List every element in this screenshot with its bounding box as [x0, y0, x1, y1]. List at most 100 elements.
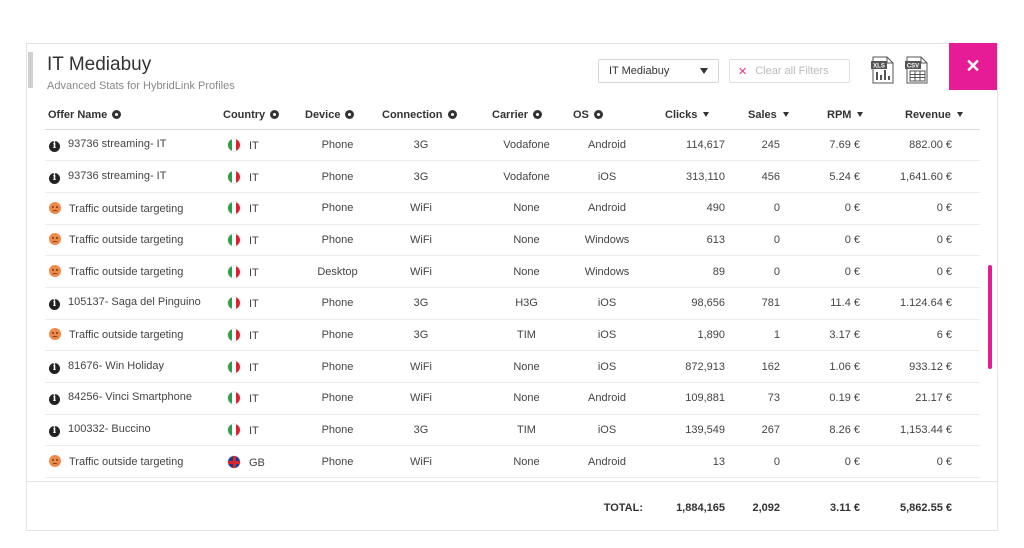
table-row[interactable]: Traffic outside targeting IT Phone WiFi None…: [45, 224, 980, 257]
vertical-scrollbar[interactable]: [988, 265, 992, 369]
country-code: IT: [249, 329, 259, 342]
info-icon[interactable]: i: [49, 362, 60, 374]
offer-name: Traffic outside targeting: [69, 456, 184, 469]
total-sales: 2,092: [752, 501, 780, 514]
country-code: IT: [249, 393, 259, 406]
flag-it-icon: [227, 327, 241, 342]
offer-cell: Traffic outside targeting: [45, 192, 215, 225]
xls-export-icon[interactable]: XLS: [870, 56, 896, 84]
offer-cell: Traffic outside targeting: [45, 255, 215, 288]
sales-cell: 0: [730, 224, 795, 257]
total-revenue: 5,862.55 €: [900, 501, 952, 514]
device-cell: Phone: [305, 319, 370, 352]
col-offer-name[interactable]: Offer Name: [45, 101, 215, 130]
device-cell: Phone: [305, 445, 370, 479]
total-table: TOTAL: 1,884,165 2,092 3.11 € 5,862.55 €: [45, 492, 980, 524]
sort-arrow-icon[interactable]: [782, 111, 789, 117]
clear-icon[interactable]: ✕: [738, 65, 748, 78]
table-row[interactable]: Traffic outside targeting IT Phone WiFi None…: [45, 192, 980, 225]
stats-table: Offer Name Country Device Connection Car…: [45, 101, 980, 479]
sales-cell: 781: [730, 287, 795, 320]
flag-it-icon: [227, 391, 241, 406]
info-icon[interactable]: i: [49, 299, 60, 311]
sales-cell: 0: [730, 445, 795, 479]
country-cell: IT: [215, 224, 305, 257]
carrier-cell: None: [480, 224, 555, 257]
table-row[interactable]: Traffic outside targeting IT Desktop WiFi No…: [45, 255, 980, 288]
xls-label: XLS: [873, 64, 885, 70]
rpm-cell: 0 €: [795, 445, 875, 479]
info-icon[interactable]: i: [49, 140, 60, 152]
offer-cell: Traffic outside targeting: [45, 224, 215, 257]
connection-cell: WiFi: [370, 445, 480, 479]
clear-filters-field[interactable]: ✕ Clear all Filters: [729, 59, 850, 83]
table-row[interactable]: i 84256- Vinci Smartphone IT Phone WiFi None A…: [45, 382, 980, 415]
os-cell: Windows: [555, 255, 645, 288]
flag-gb-icon: [227, 454, 241, 469]
revenue-cell: 933.12 €: [875, 350, 980, 383]
os-cell: iOS: [555, 319, 645, 352]
country-code: IT: [249, 203, 259, 216]
table-row[interactable]: i 100332- Buccino IT Phone 3G TIM iOS 139,549 26…: [45, 414, 980, 447]
table-row[interactable]: i 105137- Saga del Pinguino IT Phone 3G H3G iO…: [45, 287, 980, 320]
col-os[interactable]: OS: [555, 101, 645, 130]
gear-icon[interactable]: [270, 109, 280, 119]
sort-arrow-icon[interactable]: [703, 111, 710, 117]
table-row[interactable]: Traffic outside targeting IT Phone 3G TIM iOS…: [45, 319, 980, 352]
offer-cell: i 84256- Vinci Smartphone: [45, 382, 215, 415]
gear-icon[interactable]: [112, 109, 122, 119]
rpm-cell: 11.4 €: [795, 287, 875, 320]
offer-name: 93736 streaming- IT: [68, 169, 167, 182]
clicks-cell: 89: [645, 255, 730, 288]
gear-icon[interactable]: [593, 109, 603, 119]
country-code: IT: [249, 171, 259, 184]
col-revenue[interactable]: Revenue: [875, 101, 980, 130]
country-code: GB: [249, 456, 265, 469]
connection-cell: WiFi: [370, 255, 480, 288]
table-row[interactable]: i 93736 streaming- IT IT Phone 3G Vodafone iOS…: [45, 160, 980, 193]
col-clicks[interactable]: Clicks: [645, 101, 730, 130]
total-row: TOTAL: 1,884,165 2,092 3.11 € 5,862.55 €: [45, 492, 980, 524]
info-icon[interactable]: i: [49, 394, 60, 406]
info-icon[interactable]: i: [49, 172, 60, 184]
sort-arrow-icon[interactable]: [857, 111, 864, 117]
country-cell: IT: [215, 192, 305, 225]
country-code: IT: [249, 234, 259, 247]
table-row[interactable]: Traffic outside targeting GB Phone WiFi None…: [45, 445, 980, 479]
country-cell: IT: [215, 350, 305, 383]
gear-icon[interactable]: [447, 109, 457, 119]
carrier-cell: TIM: [480, 319, 555, 352]
sort-arrow-icon[interactable]: [956, 111, 963, 117]
table-row[interactable]: i 93736 streaming- IT IT Phone 3G Vodafone And…: [45, 129, 980, 162]
col-device[interactable]: Device: [305, 101, 370, 130]
device-cell: Phone: [305, 192, 370, 225]
col-rpm[interactable]: RPM: [795, 101, 875, 130]
gear-icon[interactable]: [533, 109, 543, 119]
clicks-cell: 13: [645, 445, 730, 479]
carrier-cell: Vodafone: [480, 129, 555, 162]
profile-select[interactable]: IT Mediabuy: [598, 59, 719, 83]
revenue-cell: 0 €: [875, 192, 980, 225]
revenue-cell: 1.124.64 €: [875, 287, 980, 320]
col-country[interactable]: Country: [215, 101, 305, 130]
revenue-cell: 21.17 €: [875, 382, 980, 415]
col-carrier[interactable]: Carrier: [480, 101, 555, 130]
gear-icon[interactable]: [345, 109, 355, 119]
connection-cell: 3G: [370, 414, 480, 447]
device-cell: Desktop: [305, 255, 370, 288]
clicks-cell: 490: [645, 192, 730, 225]
chevron-down-icon: [700, 68, 708, 74]
device-cell: Phone: [305, 414, 370, 447]
table-row[interactable]: i 81676- Win Holiday IT Phone WiFi None iOS 872…: [45, 350, 980, 383]
sad-face-icon: [49, 265, 61, 278]
close-button[interactable]: ✕: [949, 43, 997, 90]
total-label: TOTAL:: [603, 501, 643, 514]
info-icon[interactable]: i: [49, 426, 60, 438]
connection-cell: WiFi: [370, 192, 480, 225]
col-sales[interactable]: Sales: [730, 101, 795, 130]
col-connection[interactable]: Connection: [370, 101, 480, 130]
os-cell: iOS: [555, 287, 645, 320]
flag-it-icon: [227, 232, 241, 247]
device-cell: Phone: [305, 224, 370, 257]
csv-export-icon[interactable]: CSV: [904, 56, 930, 84]
